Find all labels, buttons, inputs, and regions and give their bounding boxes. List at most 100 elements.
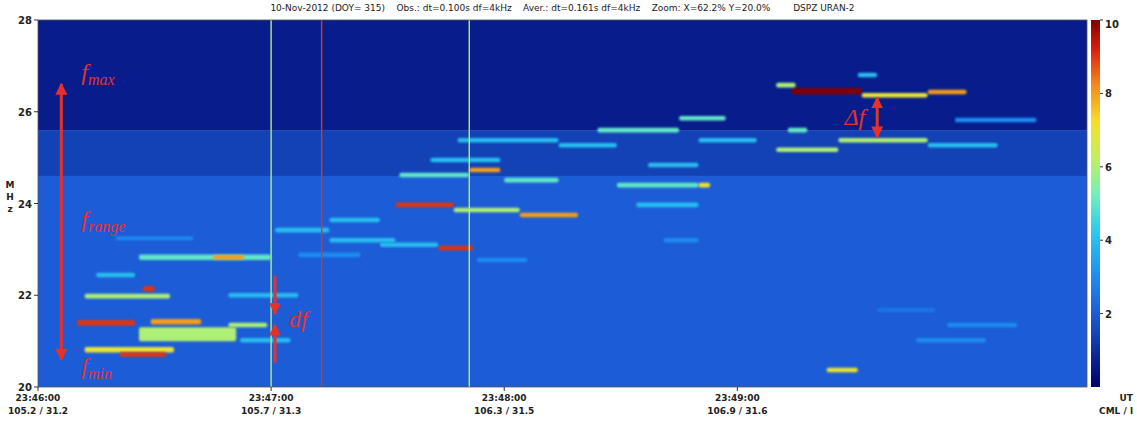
interference-line <box>321 20 322 387</box>
annotation-label-sub: max <box>88 71 115 88</box>
heatmap-cell <box>380 242 438 247</box>
colorbar-tick <box>1100 240 1103 241</box>
annotation-arrow <box>60 84 63 222</box>
heatmap-cell <box>928 143 998 148</box>
annotation-label: fmin <box>81 353 112 382</box>
heatmap-cell <box>38 130 1087 176</box>
x-tick-label: 23:46:00 <box>16 393 61 403</box>
cml-label: 105.7 / 31.3 <box>241 406 301 416</box>
heatmap-cell <box>916 338 986 343</box>
heatmap-cell <box>955 118 1037 123</box>
heatmap-cell <box>213 255 244 260</box>
annotation-label-main: df <box>289 306 311 332</box>
heatmap-cell <box>776 148 838 153</box>
y-tick-label: 26 <box>18 107 32 118</box>
x-tick-label: 23:49:00 <box>715 393 760 403</box>
y-tick-label: 22 <box>18 290 32 301</box>
colorbar-label: 8 <box>1105 88 1112 99</box>
cml-label: 106.3 / 31.5 <box>474 406 534 416</box>
x-tick <box>38 387 39 391</box>
heatmap-cell <box>454 208 520 213</box>
heatmap-cell <box>877 308 935 313</box>
x-tick-label: 23:48:00 <box>482 393 527 403</box>
plot-frame <box>38 20 1087 387</box>
annotation-label-sub: range <box>88 218 125 236</box>
colorbar-tick <box>1100 93 1103 94</box>
title: 10-Nov-2012 (DOY= 315) Obs.: dt=0.100s d… <box>270 3 854 13</box>
heatmap-cell <box>597 128 679 133</box>
heatmap-cell <box>792 88 862 94</box>
y-tick <box>34 387 38 388</box>
heatmap-cell <box>636 203 698 208</box>
heatmap-cell <box>38 20 1087 130</box>
heatmap-cell <box>928 90 967 95</box>
y-tick <box>34 203 38 204</box>
colorbar <box>1091 20 1100 387</box>
y-tick-label: 24 <box>18 199 32 210</box>
colorbar-label: 4 <box>1105 235 1112 246</box>
heatmap-cell <box>329 218 380 223</box>
heatmap-cell <box>838 138 927 143</box>
x-tick <box>737 387 738 391</box>
heatmap-cell <box>520 213 578 218</box>
colorbar-tick <box>1100 20 1103 21</box>
heatmap-cell <box>698 183 710 188</box>
y-tick <box>34 111 38 112</box>
x-axis-title: UT <box>1120 393 1134 403</box>
annotation-label: frange <box>81 206 125 236</box>
heatmap-cell <box>559 143 617 148</box>
interference-line <box>270 20 271 387</box>
x-tick <box>504 387 505 391</box>
annotation-arrow <box>273 276 276 314</box>
colorbar-label: 2 <box>1105 309 1112 320</box>
heatmap-cell <box>679 116 726 121</box>
annotation-arrow <box>876 98 879 138</box>
heatmap-cell <box>38 176 1087 387</box>
colorbar-label: 6 <box>1105 162 1112 173</box>
heatmap-cell <box>788 128 807 133</box>
heatmap-cell <box>240 338 291 343</box>
annotation-arrow <box>273 325 276 363</box>
heatmap-cell <box>96 273 135 278</box>
y-axis-title-char: z <box>7 204 12 214</box>
colorbar-tick <box>1100 313 1103 314</box>
heatmap-cell <box>143 286 155 292</box>
x-tick-label: 23:47:00 <box>249 393 294 403</box>
heatmap-cell <box>617 183 699 188</box>
x2-axis-title: CML / l <box>1099 406 1133 416</box>
heatmap-cell <box>77 320 135 326</box>
heatmap-cell <box>329 238 395 243</box>
heatmap-cell <box>116 237 194 241</box>
heatmap-cell <box>648 163 699 168</box>
heatmap-cell <box>139 254 271 260</box>
heatmap-cell <box>827 368 858 373</box>
y-tick <box>34 295 38 296</box>
heatmap-cell <box>151 319 202 325</box>
cml-label: 105.2 / 31.2 <box>8 406 68 416</box>
heatmap-cell <box>85 294 170 299</box>
heatmap-cell <box>298 253 360 258</box>
annotation-label-main: Δf <box>843 104 868 130</box>
heatmap-cell <box>858 73 877 78</box>
heatmap-cell <box>85 347 174 353</box>
heatmap-cell <box>395 203 453 208</box>
heatmap-cell <box>399 173 469 178</box>
annotation-label-sub: min <box>88 365 112 382</box>
heatmap-cell <box>458 138 559 143</box>
colorbar-tick <box>1100 166 1103 167</box>
y-tick <box>34 20 38 21</box>
annotation-label: fmax <box>81 59 114 88</box>
y-tick-label: 28 <box>18 15 32 26</box>
heatmap-cell <box>698 138 756 143</box>
heatmap-cell <box>862 93 928 98</box>
heatmap-cell <box>139 327 236 341</box>
y-tick-label: 20 <box>18 382 32 393</box>
heatmap-cell <box>438 246 473 251</box>
colorbar-label: 10 <box>1105 19 1119 30</box>
interference-line <box>469 20 470 387</box>
plot-area <box>38 20 1087 387</box>
heatmap-cell <box>120 352 167 357</box>
heatmap-cell <box>776 83 795 88</box>
annotation-label: df <box>289 306 311 332</box>
y-axis-title: MHz <box>6 180 15 214</box>
